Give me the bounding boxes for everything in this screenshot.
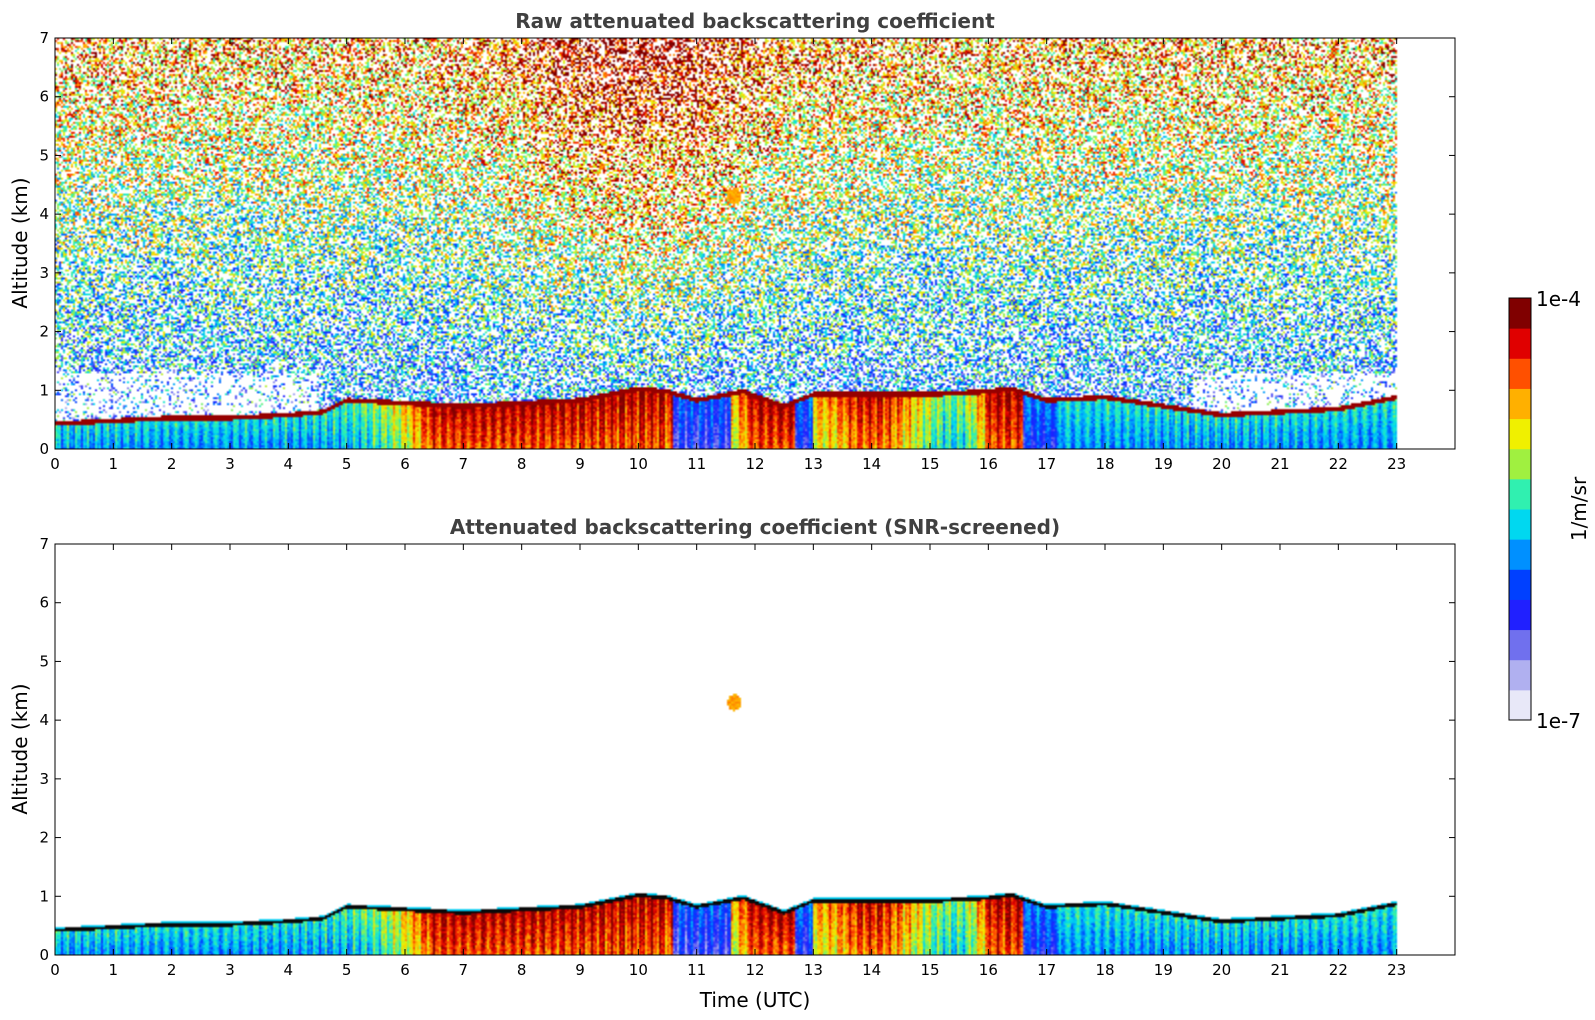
colorbar-step	[1509, 659, 1531, 691]
panel-snr-y-tick-label: 5	[39, 652, 49, 670]
colorbar-step	[1509, 629, 1531, 661]
panel-snr-x-tick-label: 5	[342, 961, 352, 979]
panel-raw-x-tick-label: 3	[225, 455, 235, 473]
panel-raw-x-tick-label: 21	[1270, 455, 1289, 473]
panel-raw-ticks: 0 1 2 3 4 5 6 7 8 9 10 11 12 13 14 15 16 17 18 19 20 21 22 2301…	[39, 29, 1455, 473]
panel-raw-x-tick-label: 4	[284, 455, 294, 473]
panel-snr-x-tick-label: 6	[400, 961, 410, 979]
panel-raw-y-tick-label: 6	[39, 88, 49, 106]
panel-raw-x-tick-label: 0	[50, 455, 60, 473]
panel-snr-x-tick-label: 13	[804, 961, 823, 979]
panel-snr-x-tick-label: 16	[979, 961, 998, 979]
panel-snr-y-tick-label: 0	[39, 946, 49, 964]
panel-raw: Raw attenuated backscattering coefficien…	[8, 9, 1456, 473]
panel-raw-y-tick-label: 4	[39, 205, 49, 223]
panel-snr-x-tick-label: 1	[109, 961, 119, 979]
panel-raw-y-tick-label: 7	[39, 29, 49, 47]
panel-snr-y-tick-label: 3	[39, 770, 49, 788]
panel-raw-x-tick-label: 6	[400, 455, 410, 473]
panel-snr-x-tick-label: 10	[629, 961, 648, 979]
panel-snr-x-tick-label: 2	[167, 961, 177, 979]
panel-snr-y-tick-label: 1	[39, 887, 49, 905]
colorbar-step	[1509, 298, 1531, 329]
colorbar-step	[1509, 599, 1531, 631]
panel-raw-x-tick-label: 10	[629, 455, 648, 473]
panel-snr-x-tick-label: 7	[459, 961, 469, 979]
colorbar-step	[1509, 539, 1531, 570]
colorbar-unit-label: 1/m/sr	[1567, 476, 1591, 541]
panel-raw-x-tick-label: 16	[979, 455, 998, 473]
panel-raw-ylabel: Altitude (km)	[8, 177, 32, 308]
panel-raw-title: Raw attenuated backscattering coefficien…	[515, 9, 995, 33]
panel-raw-x-tick-label: 12	[745, 455, 764, 473]
panel-snr-ylabel: Altitude (km)	[8, 683, 32, 814]
panel-raw-x-tick-label: 14	[862, 455, 881, 473]
panel-raw-x-tick-label: 13	[804, 455, 823, 473]
snr-backscatter-heatmap	[55, 544, 1455, 955]
panel-raw-x-tick-label: 8	[517, 455, 527, 473]
panel-snr-x-tick-label: 0	[50, 961, 60, 979]
colorbar-step	[1509, 418, 1531, 450]
panel-raw-x-tick-label: 2	[167, 455, 177, 473]
panel-snr-x-tick-label: 11	[687, 961, 706, 979]
panel-snr-y-tick-label: 6	[39, 594, 49, 612]
panel-snr-x-tick-label: 23	[1387, 961, 1406, 979]
panel-snr: Attenuated backscattering coefficient (S…	[8, 515, 1456, 1012]
colorbar-step	[1509, 478, 1531, 510]
panel-raw-x-tick-label: 11	[687, 455, 706, 473]
panel-raw-x-tick-label: 17	[1037, 455, 1056, 473]
panel-snr-title: Attenuated backscattering coefficient (S…	[450, 515, 1060, 539]
panel-raw-x-tick-label: 5	[342, 455, 352, 473]
panel-snr-x-tick-label: 19	[1154, 961, 1173, 979]
panel-snr-y-tick-label: 2	[39, 829, 49, 847]
panel-snr-y-tick-label: 7	[39, 535, 49, 553]
colorbar-step	[1509, 388, 1531, 420]
panel-snr-y-tick-label: 4	[39, 711, 49, 729]
panel-raw-y-tick-label: 2	[39, 323, 49, 341]
panel-raw-x-tick-label: 9	[575, 455, 585, 473]
panel-snr-x-tick-label: 9	[575, 961, 585, 979]
panel-raw-y-tick-label: 5	[39, 146, 49, 164]
panel-snr-x-tick-label: 15	[920, 961, 939, 979]
colorbar-frame	[1508, 297, 1532, 721]
panel-raw-x-tick-label: 22	[1329, 455, 1348, 473]
panel-snr-x-tick-label: 20	[1212, 961, 1231, 979]
panel-raw-y-tick-label: 3	[39, 264, 49, 282]
colorbar-max-label: 1e-4	[1536, 287, 1581, 311]
panel-snr-x-tick-label: 22	[1329, 961, 1348, 979]
panel-raw-x-tick-label: 15	[920, 455, 939, 473]
colorbar-min-label: 1e-7	[1536, 709, 1581, 733]
colorbar-step	[1509, 328, 1531, 359]
colorbar-step	[1509, 689, 1531, 721]
panel-snr-x-tick-label: 21	[1270, 961, 1289, 979]
panel-raw-x-tick-label: 19	[1154, 455, 1173, 473]
panel-snr-ticks: 0 1 2 3 4 5 6 7 8 9 10 11 12 13 14 15 16 17 18 19 20 21 22 2301…	[39, 535, 1455, 979]
colorbar: 1e-4 1e-7 1/m/sr	[1508, 287, 1591, 733]
panel-snr-x-tick-label: 17	[1037, 961, 1056, 979]
panel-snr-x-tick-label: 8	[517, 961, 527, 979]
panel-raw-y-tick-label: 1	[39, 381, 49, 399]
colorbar-gradient	[1509, 298, 1531, 721]
panel-snr-x-tick-label: 14	[862, 961, 881, 979]
panel-raw-x-tick-label: 18	[1095, 455, 1114, 473]
raw-backscatter-heatmap	[55, 38, 1455, 449]
panel-snr-x-tick-label: 18	[1095, 961, 1114, 979]
colorbar-step	[1509, 509, 1531, 540]
panel-snr-x-tick-label: 12	[745, 961, 764, 979]
panel-raw-y-tick-label: 0	[39, 440, 49, 458]
panel-snr-x-tick-label: 3	[225, 961, 235, 979]
panel-snr-x-tick-label: 4	[284, 961, 294, 979]
colorbar-step	[1509, 358, 1531, 389]
panel-raw-x-tick-label: 20	[1212, 455, 1231, 473]
colorbar-step	[1509, 448, 1531, 480]
panel-raw-x-tick-label: 23	[1387, 455, 1406, 473]
panel-snr-xlabel: Time (UTC)	[699, 988, 811, 1012]
panel-raw-x-tick-label: 1	[109, 455, 119, 473]
panel-raw-x-tick-label: 7	[459, 455, 469, 473]
colorbar-step	[1509, 569, 1531, 600]
